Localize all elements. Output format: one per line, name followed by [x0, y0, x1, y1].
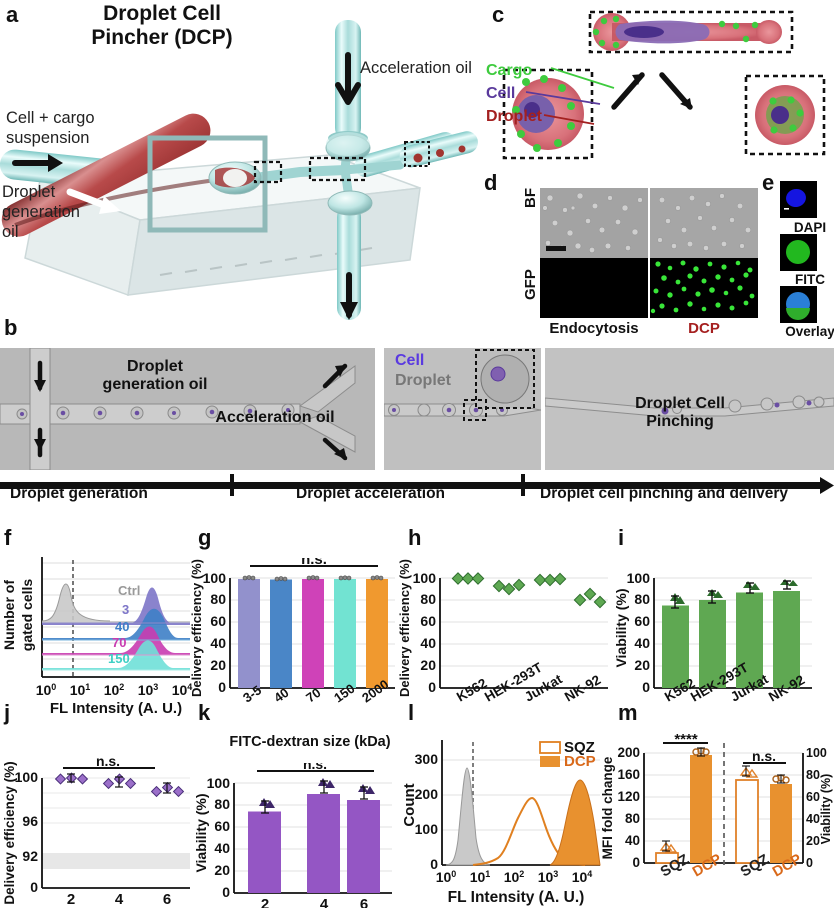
svg-text:40: 40: [625, 833, 640, 848]
svg-text:MFI fold change: MFI fold change: [600, 756, 615, 859]
svg-text:40: 40: [806, 812, 820, 826]
svg-text:n.s.: n.s.: [301, 558, 327, 568]
svg-text:200: 200: [617, 745, 640, 760]
svg-text:60: 60: [214, 818, 230, 834]
svg-text:60: 60: [210, 613, 226, 629]
svg-text:80: 80: [210, 591, 226, 607]
svg-text:2: 2: [67, 891, 75, 908]
svg-text:n.s.: n.s.: [752, 748, 776, 764]
svg-text:Viability (%): Viability (%): [193, 793, 209, 872]
svg-text:100: 100: [415, 821, 439, 837]
svg-text:100: 100: [36, 682, 57, 698]
svg-text:60: 60: [634, 613, 650, 629]
svg-text:92: 92: [22, 848, 38, 864]
svg-text:40: 40: [214, 840, 230, 856]
svg-text:6: 6: [360, 896, 368, 908]
svg-text:3: 3: [122, 602, 129, 617]
svg-text:60: 60: [806, 790, 820, 804]
svg-text:102: 102: [504, 869, 525, 885]
svg-text:0: 0: [428, 679, 436, 695]
svg-text:150: 150: [108, 651, 130, 666]
svg-text:40: 40: [210, 635, 226, 651]
svg-text:6: 6: [163, 891, 171, 908]
svg-text:80: 80: [634, 591, 650, 607]
svg-text:300: 300: [415, 751, 439, 767]
svg-text:100: 100: [806, 746, 827, 760]
svg-text:100: 100: [207, 775, 231, 791]
svg-text:100: 100: [203, 570, 227, 586]
svg-text:n.s.: n.s.: [96, 758, 120, 769]
svg-text:104: 104: [572, 869, 593, 885]
svg-text:160: 160: [617, 767, 640, 782]
svg-text:0: 0: [642, 679, 650, 695]
svg-text:40: 40: [634, 635, 650, 651]
svg-text:gated cells: gated cells: [19, 579, 35, 652]
svg-text:60: 60: [420, 613, 436, 629]
svg-text:0: 0: [632, 855, 640, 870]
svg-text:4: 4: [320, 896, 329, 908]
svg-text:2: 2: [261, 896, 269, 908]
svg-text:0: 0: [806, 856, 813, 870]
svg-text:100: 100: [627, 570, 651, 586]
svg-text:Delivery efficiency (%): Delivery efficiency (%): [398, 559, 412, 697]
svg-text:100: 100: [436, 869, 457, 885]
svg-text:20: 20: [420, 657, 436, 673]
svg-text:103: 103: [138, 682, 159, 698]
svg-text:Viability (%): Viability (%): [613, 588, 629, 667]
svg-text:0: 0: [30, 879, 38, 895]
svg-text:NK-92: NK-92: [562, 672, 603, 704]
svg-text:80: 80: [806, 768, 820, 782]
svg-text:101: 101: [70, 682, 91, 698]
svg-text:****: ****: [674, 733, 698, 748]
svg-text:100: 100: [15, 769, 39, 785]
svg-text:80: 80: [420, 591, 436, 607]
svg-text:20: 20: [634, 657, 650, 673]
svg-text:DCP: DCP: [564, 753, 596, 770]
svg-text:40: 40: [420, 635, 436, 651]
svg-text:20: 20: [806, 834, 820, 848]
svg-text:FL Intensity (A. U.): FL Intensity (A. U.): [50, 700, 182, 717]
svg-text:96: 96: [22, 813, 38, 829]
svg-text:4: 4: [115, 891, 124, 908]
svg-text:40: 40: [115, 619, 129, 634]
svg-text:0: 0: [222, 884, 230, 900]
svg-text:80: 80: [625, 811, 640, 826]
svg-text:101: 101: [470, 869, 491, 885]
svg-text:FL Intensity (A. U.): FL Intensity (A. U.): [448, 889, 585, 906]
svg-text:200: 200: [415, 786, 439, 802]
svg-text:103: 103: [538, 869, 559, 885]
svg-text:Number of: Number of: [1, 580, 17, 650]
svg-text:Ctrl: Ctrl: [118, 583, 140, 598]
svg-text:70: 70: [112, 635, 126, 650]
svg-text:120: 120: [617, 789, 640, 804]
svg-text:20: 20: [214, 862, 230, 878]
svg-text:80: 80: [214, 796, 230, 812]
svg-text:102: 102: [104, 682, 125, 698]
svg-text:20: 20: [210, 657, 226, 673]
svg-text:FITC-dextran size (kDa): FITC-dextran size (kDa): [229, 734, 390, 750]
svg-text:n.s.: n.s.: [303, 763, 327, 772]
svg-text:100: 100: [413, 570, 437, 586]
svg-text:0: 0: [218, 679, 226, 695]
